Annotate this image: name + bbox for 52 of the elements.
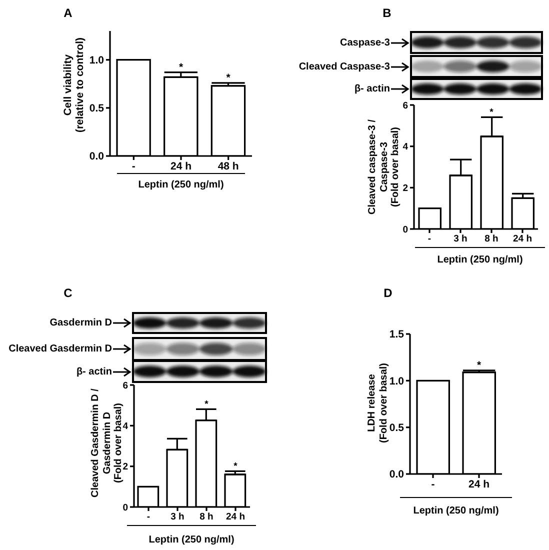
y-tick-label: 4 bbox=[402, 142, 409, 153]
chart-title: D bbox=[384, 286, 392, 300]
x-tick-label: 48 h bbox=[218, 160, 239, 172]
x-tick-label: 8 h bbox=[484, 234, 499, 245]
x-tick-label: 3 h bbox=[170, 512, 185, 523]
x-tick-label: - bbox=[428, 234, 432, 245]
x-axis-title: Leptin (250 ng/ml) bbox=[437, 254, 523, 266]
annotation: * bbox=[490, 107, 494, 118]
text: β- actin bbox=[354, 84, 390, 94]
text: Cleaved Gasdermin D bbox=[8, 344, 112, 354]
annotation: * bbox=[476, 359, 482, 372]
x-axis-title: Leptin (250 ng/ml) bbox=[148, 534, 234, 546]
x-tick-label: - bbox=[431, 478, 436, 490]
y-tick-label: 4 bbox=[122, 421, 129, 432]
x-tick-label: 8 h bbox=[200, 512, 214, 523]
x-tick-label: 3 h bbox=[454, 234, 468, 245]
annotation: * bbox=[204, 399, 209, 410]
y-axis-title: Cell viability (relative to control) bbox=[62, 37, 86, 133]
y-axis-title: Cleaved caspase-3 / Caspase-3 (Fold over basal) bbox=[366, 119, 402, 215]
y-axis-title: Cleaved Gasdermin D / Gasdermin D (Fold over basal) bbox=[90, 388, 124, 498]
y-tick-label: 1.0 bbox=[389, 375, 404, 388]
y-tick-label: 0.0 bbox=[89, 150, 104, 163]
y-tick-label: 6 bbox=[402, 100, 408, 112]
y-tick-label: 2 bbox=[402, 183, 408, 194]
y-tick-label: 2 bbox=[122, 462, 128, 473]
x-tick-label: - bbox=[146, 512, 150, 523]
x-tick-label: 24 h bbox=[468, 478, 490, 490]
annotation: * bbox=[226, 72, 232, 84]
y-tick-label: 1.0 bbox=[89, 54, 104, 67]
x-tick-label: 24 h bbox=[170, 160, 192, 172]
text: β- actin bbox=[76, 366, 112, 377]
y-tick-label: 0 bbox=[402, 224, 408, 236]
chart-title: A bbox=[64, 6, 72, 20]
x-axis-title: Leptin (250 ng/ml) bbox=[413, 506, 499, 516]
text: Cleaved Caspase-3 bbox=[298, 61, 390, 72]
y-tick-label: 6 bbox=[122, 380, 128, 392]
y-tick-label: 0.5 bbox=[89, 102, 104, 115]
chart-title: B bbox=[382, 6, 392, 20]
chart-title: C bbox=[64, 286, 72, 300]
annotation: * bbox=[234, 461, 238, 472]
text: Caspase-3 bbox=[340, 37, 390, 48]
text: Gasdermin D bbox=[50, 318, 112, 328]
x-tick-label: - bbox=[132, 160, 136, 172]
x-tick-label: 24 h bbox=[226, 512, 246, 523]
y-tick-label: 0 bbox=[122, 502, 128, 514]
y-axis-title: LDH release (Fold over basal) bbox=[366, 362, 390, 444]
y-tick-label: 0.0 bbox=[389, 468, 404, 481]
annotation: * bbox=[178, 61, 184, 74]
x-tick-label: 24 h bbox=[512, 234, 532, 245]
y-tick-label: 0.5 bbox=[389, 422, 404, 434]
y-tick-label: 1.5 bbox=[389, 328, 404, 341]
x-axis-title: Leptin (250 ng/ml) bbox=[138, 180, 224, 190]
